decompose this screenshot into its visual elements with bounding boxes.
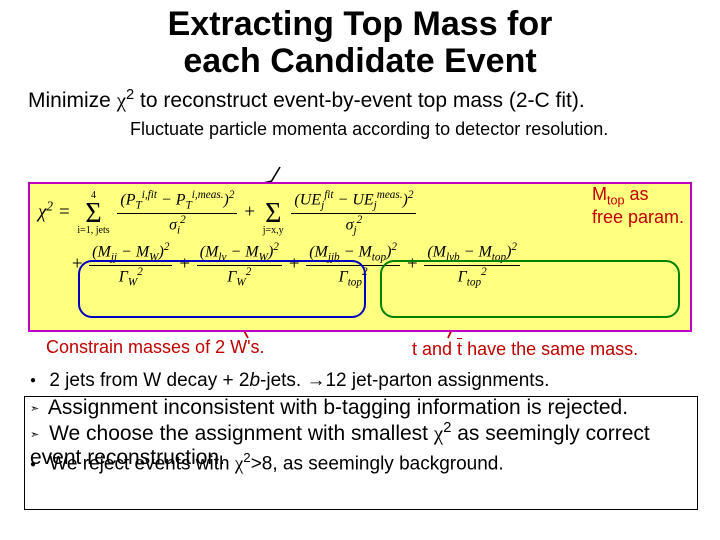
f-eq: =	[58, 202, 76, 223]
annot-mtop-m: M	[592, 184, 607, 204]
title-line-2: each Candidate Event	[183, 42, 536, 80]
annot-constrain: Constrain masses of 2 W's.	[46, 338, 265, 357]
b1-mid: -jets.	[260, 370, 306, 391]
br-post: >8, as seemingly background.	[251, 454, 504, 475]
assignment-text: Assignment inconsistent with b-tagging i…	[30, 396, 694, 496]
b1-post: 12 jet-parton assignments.	[325, 370, 549, 391]
annot-ttbar: t and t have the same mass.	[412, 340, 638, 359]
sum-2: Σ j=x,y	[263, 191, 284, 236]
subtitle-pre: Minimize	[28, 89, 117, 112]
formula-row-1: χ2 = 4 Σ i=1, jets (PTi,fit − PTi,meas.)…	[38, 190, 682, 236]
plus-1: +	[243, 202, 261, 223]
sum2-bot: j=x,y	[263, 225, 284, 236]
a2-chi: χ	[434, 421, 443, 445]
chi-sup: 2	[126, 87, 134, 103]
title-line-1: Extracting Top Mass for	[168, 5, 553, 43]
annot-mtop-as: as	[625, 184, 649, 204]
a1: Assignment inconsistent with b-tagging i…	[48, 396, 628, 419]
frac-1: (PTi,fit − PTi,meas.)2 σi2	[117, 190, 237, 236]
ring-top-constraint	[380, 260, 680, 318]
annot-ttbar-pre: t and	[412, 339, 457, 359]
sum1-bot: i=1, jets	[77, 225, 109, 236]
br-pre: We reject events with	[49, 454, 235, 475]
chi-symbol: χ	[117, 88, 126, 112]
b1-arrow: →	[306, 370, 325, 391]
fluctuate-note: Fluctuate particle momenta according to …	[0, 115, 720, 142]
slide-title: Extracting Top Mass for each Candidate E…	[0, 0, 720, 81]
assign-line-1: Assignment inconsistent with b-tagging i…	[30, 396, 694, 420]
sum-1: 4 Σ i=1, jets	[77, 191, 109, 236]
bullets-block: 2 jets from W decay + 2b-jets. →12 jet-p…	[0, 368, 720, 394]
frac-2: (UEjfit − UEjmeas.)2 σj2	[291, 190, 416, 236]
b1-b: b	[249, 370, 260, 391]
bullet-reject: We reject events with χ2>8, as seemingly…	[30, 450, 694, 475]
subtitle-post: to reconstruct event-by-event top mass (…	[134, 89, 585, 112]
bullet-jets: 2 jets from W decay + 2b-jets. →12 jet-p…	[0, 368, 720, 394]
annot-ttbar-post: have the same mass.	[462, 339, 638, 359]
subtitle-line: Minimize χ2 to reconstruct event-by-even…	[0, 81, 720, 115]
ring-w-constraint	[78, 260, 366, 318]
annot-mtop-sub: top	[607, 194, 625, 208]
b1-pre: 2 jets from W decay + 2	[49, 370, 249, 391]
annot-mtop-l2: free param.	[592, 207, 684, 227]
annot-mtop: Mtop as free param.	[592, 185, 702, 227]
a2-pre: We choose the assignment with smallest	[49, 422, 434, 445]
br-sup: 2	[243, 450, 250, 465]
